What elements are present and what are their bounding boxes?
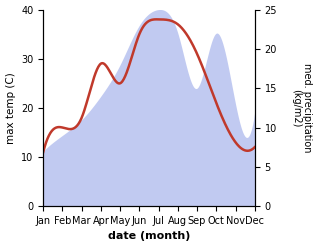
Y-axis label: max temp (C): max temp (C): [5, 72, 16, 144]
Y-axis label: med. precipitation
(kg/m2): med. precipitation (kg/m2): [291, 63, 313, 153]
X-axis label: date (month): date (month): [108, 231, 190, 242]
